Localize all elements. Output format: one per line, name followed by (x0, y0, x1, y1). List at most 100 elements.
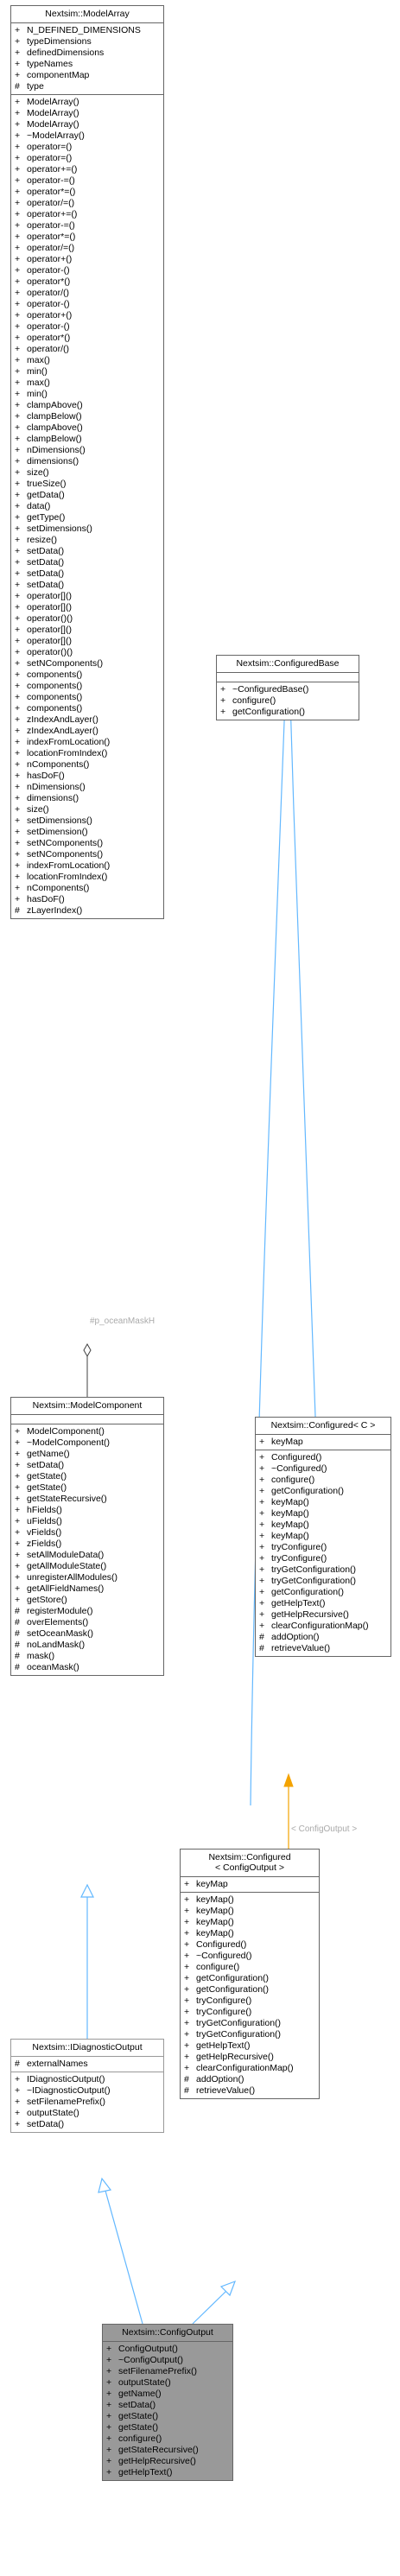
method-row[interactable]: # overElements() (11, 1617, 163, 1628)
method-row[interactable]: + clearConfigurationMap() (256, 1621, 390, 1632)
method-row[interactable]: + keyMap() (256, 1508, 390, 1520)
class-box-idiagnostic-output[interactable]: Nextsim::IDiagnosticOutput # externalNames… (10, 2039, 164, 2133)
attribute-row[interactable]: + componentMap (11, 70, 163, 81)
method-row[interactable]: + max() (11, 378, 163, 389)
method-row[interactable]: + operator/() (11, 288, 163, 299)
method-row[interactable]: + operator[]() (11, 636, 163, 647)
method-row[interactable]: + operator()() (11, 647, 163, 658)
method-row[interactable]: + keyMap() (256, 1497, 390, 1508)
method-row[interactable]: + ModelArray() (11, 119, 163, 130)
method-row[interactable]: + operator-() (11, 321, 163, 333)
method-row[interactable]: + hFields() (11, 1505, 163, 1516)
method-row[interactable]: + keyMap() (256, 1531, 390, 1542)
method-row[interactable]: + setData() (11, 580, 163, 591)
method-row[interactable]: + nComponents() (11, 759, 163, 771)
method-row[interactable]: + operator=() (11, 142, 163, 153)
method-row[interactable]: + getConfiguration() (256, 1587, 390, 1598)
method-row[interactable]: + operator*() (11, 333, 163, 344)
method-row[interactable]: + getAllModuleState() (11, 1561, 163, 1572)
method-row[interactable]: + outputState() (11, 2108, 163, 2119)
method-row[interactable]: + getName() (103, 2389, 232, 2400)
method-row[interactable]: + setData() (11, 1460, 163, 1471)
method-row[interactable]: + getState() (11, 1471, 163, 1482)
method-row[interactable]: + operator*=() (11, 187, 163, 198)
method-row[interactable]: + components() (11, 692, 163, 703)
method-row[interactable]: + clampBelow() (11, 411, 163, 422)
method-row[interactable]: + uFields() (11, 1516, 163, 1527)
method-row[interactable]: + ~ModelArray() (11, 130, 163, 142)
method-row[interactable]: + setData() (11, 2119, 163, 2130)
method-row[interactable]: + operator+=() (11, 164, 163, 175)
method-row[interactable]: + ~ConfiguredBase() (217, 684, 359, 695)
method-row[interactable]: + getHelpText() (181, 2040, 319, 2052)
method-row[interactable]: + getConfiguration() (256, 1486, 390, 1497)
method-row[interactable]: + tryGetConfiguration() (256, 1564, 390, 1576)
method-row[interactable]: + operator/() (11, 344, 163, 355)
method-row[interactable]: + getHelpRecursive() (103, 2456, 232, 2467)
method-row[interactable]: + operator*() (11, 276, 163, 288)
method-row[interactable]: + hasDoF() (11, 771, 163, 782)
method-row[interactable]: + configure() (181, 1962, 319, 1973)
class-box-configured-base[interactable]: Nextsim::ConfiguredBase + ~ConfiguredBase(… (216, 655, 359, 720)
attribute-row[interactable]: # type (11, 81, 163, 92)
method-row[interactable]: # oceanMask() (11, 1662, 163, 1673)
method-row[interactable]: + nComponents() (11, 883, 163, 894)
method-row[interactable]: + operator/=() (11, 243, 163, 254)
method-row[interactable]: + getStateRecursive() (103, 2445, 232, 2456)
method-row[interactable]: + dimensions() (11, 456, 163, 467)
method-row[interactable]: + getHelpText() (256, 1598, 390, 1609)
method-row[interactable]: + size() (11, 467, 163, 479)
method-row[interactable]: + setDimensions() (11, 815, 163, 827)
method-row[interactable]: + operator=() (11, 153, 163, 164)
method-row[interactable]: + operator/=() (11, 198, 163, 209)
method-row[interactable]: + tryGetConfiguration() (181, 2018, 319, 2029)
method-row[interactable]: + setNComponents() (11, 838, 163, 849)
method-row[interactable]: + setData() (11, 568, 163, 580)
method-row[interactable]: + components() (11, 703, 163, 714)
method-row[interactable]: + setFilenamePrefix() (103, 2366, 232, 2377)
attribute-row[interactable]: + keyMap (181, 1879, 319, 1890)
method-row[interactable]: + keyMap() (181, 1894, 319, 1906)
method-row[interactable]: + operator()() (11, 613, 163, 625)
method-row[interactable]: # setOceanMask() (11, 1628, 163, 1640)
method-row[interactable]: + setData() (103, 2400, 232, 2411)
method-row[interactable]: + setNComponents() (11, 849, 163, 860)
method-row[interactable]: + operator+=() (11, 209, 163, 220)
method-row[interactable]: + min() (11, 389, 163, 400)
method-row[interactable]: + components() (11, 681, 163, 692)
method-row[interactable]: + operator[]() (11, 591, 163, 602)
method-row[interactable]: + operator-() (11, 299, 163, 310)
attribute-row[interactable]: + typeDimensions (11, 36, 163, 48)
method-row[interactable]: + configure() (256, 1475, 390, 1486)
class-box-model-array[interactable]: Nextsim::ModelArray + N_DEFINED_DIMENSIONS… (10, 5, 164, 919)
method-row[interactable]: + tryGetConfiguration() (181, 2029, 319, 2040)
attribute-row[interactable]: + typeNames (11, 59, 163, 70)
method-row[interactable]: + indexFromLocation() (11, 860, 163, 872)
method-row[interactable]: + setData() (11, 557, 163, 568)
method-row[interactable]: + Configured() (181, 1939, 319, 1951)
method-row[interactable]: + getHelpText() (103, 2467, 232, 2478)
method-row[interactable]: + locationFromIndex() (11, 748, 163, 759)
method-row[interactable]: + tryConfigure() (256, 1553, 390, 1564)
method-row[interactable]: + indexFromLocation() (11, 737, 163, 748)
method-row[interactable]: + clampAbove() (11, 400, 163, 411)
method-row[interactable]: + keyMap() (181, 1906, 319, 1917)
method-row[interactable]: + setData() (11, 546, 163, 557)
method-row[interactable]: + max() (11, 355, 163, 366)
method-row[interactable]: + nDimensions() (11, 445, 163, 456)
method-row[interactable]: + size() (11, 804, 163, 815)
method-row[interactable]: + ModelComponent() (11, 1426, 163, 1437)
method-row[interactable]: + getData() (11, 490, 163, 501)
method-row[interactable]: # addOption() (181, 2074, 319, 2085)
method-row[interactable]: + zIndexAndLayer() (11, 726, 163, 737)
method-row[interactable]: + operator-=() (11, 175, 163, 187)
method-row[interactable]: + tryConfigure() (181, 2007, 319, 2018)
method-row[interactable]: + setNComponents() (11, 658, 163, 669)
method-row[interactable]: + operator-() (11, 265, 163, 276)
method-row[interactable]: + clampBelow() (11, 434, 163, 445)
method-row[interactable]: + vFields() (11, 1527, 163, 1539)
method-row[interactable]: + getStateRecursive() (11, 1494, 163, 1505)
method-row[interactable]: + ~IDiagnosticOutput() (11, 2085, 163, 2097)
method-row[interactable]: + hasDoF() (11, 894, 163, 905)
method-row[interactable]: + getConfiguration() (181, 1973, 319, 1984)
